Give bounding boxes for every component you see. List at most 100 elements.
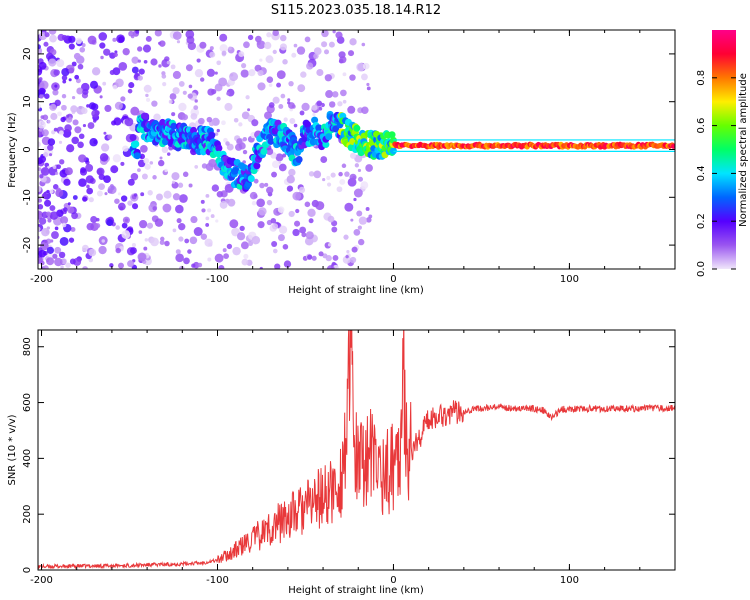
spectrogram-speckle [256, 40, 266, 50]
spectrogram-speckle [178, 102, 187, 112]
spectrogram-speckle [49, 153, 53, 157]
spectrogram-speckle [366, 82, 370, 87]
spectrogram-speckle [144, 163, 151, 170]
spectrogram-speckle [96, 167, 105, 176]
spectrogram-speckle [58, 140, 63, 144]
spectrogram-speckle [109, 263, 114, 268]
spectrogram-speckle [81, 43, 86, 48]
spectrogram-speckle [68, 237, 75, 243]
spectrogram-speckle [47, 144, 54, 151]
spectrogram-speckle [52, 253, 58, 259]
spectrogram-speckle [268, 83, 273, 87]
spectrogram-speckle [280, 34, 287, 42]
spectrogram-speckle [271, 171, 278, 178]
spectrogram-speckle [69, 258, 76, 265]
snr-xtick-label: -200 [30, 575, 53, 586]
spectrogram-speckle [137, 252, 147, 262]
spectrogram-speckle [225, 141, 230, 146]
spectrogram-ridge-point [215, 144, 223, 152]
spectrogram-speckle [219, 44, 228, 53]
snr-xlabel: Height of straight line (km) [288, 585, 424, 596]
spectrogram-speckle [61, 104, 67, 111]
spectrogram-speckle [358, 216, 368, 225]
spectrogram-ridge-point [322, 141, 330, 149]
spectrogram-speckle [238, 122, 243, 127]
spectrogram-speckle [137, 59, 141, 63]
spectrogram-speckle [153, 113, 161, 121]
spectrogram-speckle [185, 30, 195, 39]
spectrogram-speckle [77, 63, 84, 70]
spectrogram-speckle [214, 132, 219, 136]
spectrogram-speckle [77, 141, 84, 149]
spectrogram-speckle [95, 223, 101, 229]
spectrogram-speckle [264, 41, 272, 50]
spectrogram-speckle [68, 78, 72, 82]
spectrogram-speckle [326, 182, 332, 187]
spectrogram-speckle [86, 104, 90, 108]
spectrogram-speckle [353, 228, 361, 236]
spectrogram-speckle [360, 181, 369, 190]
spectrogram-speckle [45, 52, 54, 60]
spectrogram-speckle [140, 145, 148, 153]
spectrogram-speckle [137, 75, 143, 81]
spectrogram-speckle [88, 248, 97, 257]
spectrogram-speckle [304, 36, 311, 43]
spectrogram-speckle [254, 64, 262, 72]
spectrogram-speckle [118, 62, 128, 71]
spectrogram-speckle [131, 56, 139, 64]
snr-ticks: -200 -100 0 100 0 200 400 600 800 [22, 330, 676, 586]
spectrogram-ridge-point [260, 147, 268, 155]
spectrogram-speckle [182, 171, 189, 178]
spectrogram-speckle [131, 243, 136, 248]
spectrogram-speckle [68, 67, 75, 74]
spectrogram-speckle [141, 173, 148, 180]
spectrogram-speckle [241, 111, 250, 120]
spectrogram-speckle [357, 225, 362, 230]
spectrogram-speckle [56, 164, 62, 170]
spectrogram-speckle [150, 58, 158, 66]
spectrogram-speckle [81, 107, 88, 115]
spectrogram-ridge-point [670, 143, 675, 149]
spectrogram-speckle [301, 232, 307, 238]
spectrogram-speckle [268, 102, 275, 108]
snr-ytick-label: 400 [22, 449, 33, 468]
spectrogram-speckle [38, 185, 42, 193]
spectrogram-speckle [344, 171, 350, 177]
spectrogram-speckle [120, 96, 126, 102]
spectrogram-speckle [41, 227, 50, 237]
spectrogram-speckle [101, 143, 110, 152]
spectrogram-speckle [40, 241, 49, 251]
spectrogram-speckle [183, 257, 190, 265]
spectrogram-speckle [167, 152, 171, 156]
spectrogram-speckle [190, 112, 198, 120]
spectrogram-speckle [113, 52, 118, 58]
spectrogram-ridge-point [142, 112, 150, 120]
spectrogram-speckle [38, 87, 46, 95]
spectrogram-speckle [143, 59, 148, 64]
snr-ytick-label: 0 [22, 567, 33, 573]
spectrogram-speckle [99, 95, 103, 99]
spectrogram-speckle [277, 234, 285, 242]
spectrogram-speckle [327, 215, 335, 223]
spectrogram-speckle [326, 175, 331, 180]
spectrogram-speckle [172, 228, 177, 233]
spectrogram-speckle [216, 191, 224, 198]
spectrogram-speckle [82, 123, 87, 128]
spectrogram-speckle [245, 95, 250, 100]
spectrogram-speckle [85, 163, 94, 172]
spectrogram-speckle [170, 64, 176, 70]
spectrogram-speckle [282, 153, 287, 158]
spectrogram-speckle [338, 171, 343, 177]
spectrogram-speckle [322, 177, 326, 182]
spectrogram-speckle [331, 226, 338, 233]
spectrogram-ridge-point [267, 137, 275, 145]
spectrogram-speckle [306, 62, 314, 70]
spectrogram-speckle [107, 185, 117, 195]
spectrogram-speckle [42, 152, 49, 158]
spectrogram-ridge-point [325, 133, 333, 141]
spectrogram-speckle [207, 208, 212, 213]
spectrogram-speckle [366, 217, 372, 223]
spectrogram-speckle [206, 116, 213, 123]
spectrogram-speckle [62, 79, 67, 84]
spectrogram-speckle [82, 266, 88, 269]
